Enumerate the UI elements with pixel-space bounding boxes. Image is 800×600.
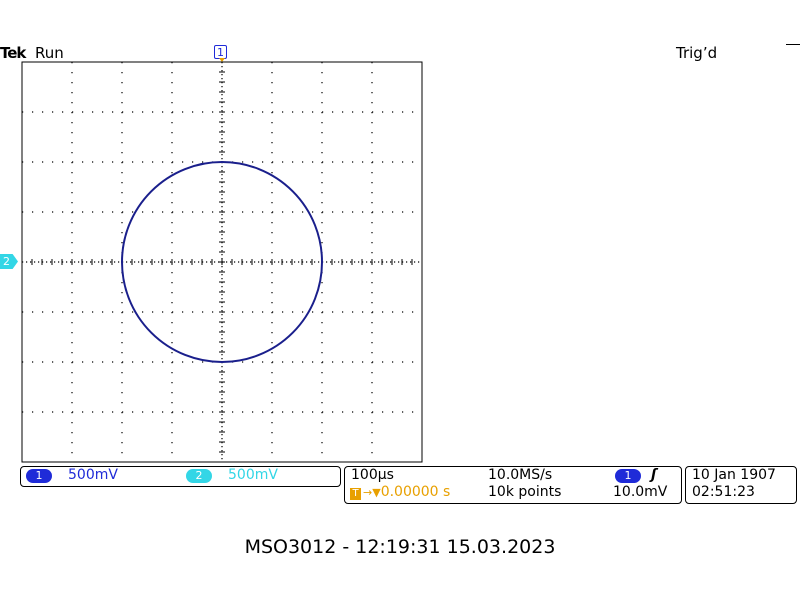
brand-logo: Tek	[0, 44, 26, 62]
channel-scale-panel: 1 500mV 2 500mV	[20, 466, 341, 487]
datetime-panel: 10 Jan 1907 02:51:23	[685, 466, 797, 504]
sample-rate: 10.0MS/s	[488, 467, 553, 483]
date-display: 10 Jan 1907	[692, 467, 776, 483]
xy-trace	[121, 161, 323, 363]
ch1-position-marker[interactable]: 1	[214, 45, 227, 59]
trigger-level-marker	[786, 44, 800, 45]
trigger-position: →▼0.00000 s	[363, 484, 451, 500]
time-display: 02:51:23	[692, 484, 755, 500]
ch2-badge[interactable]: 2	[186, 469, 212, 483]
ch1-scale: 500mV	[68, 467, 118, 483]
ch2-scale: 500mV	[228, 467, 278, 483]
record-length: 10k points	[488, 484, 562, 500]
rising-edge-icon: ʃ	[651, 467, 657, 483]
trigger-level: 10.0mV	[613, 484, 668, 500]
trigger-source-badge[interactable]: 1	[615, 469, 641, 483]
ch1-badge[interactable]: 1	[26, 469, 52, 483]
image-caption: MSO3012 - 12:19:31 15.03.2023	[244, 536, 556, 558]
ch2-position-marker[interactable]: 2	[0, 254, 18, 269]
timebase-scale: 100µs	[351, 467, 394, 483]
trigger-state: Trig’d	[676, 44, 718, 62]
waveform-display	[21, 61, 423, 463]
trigger-position-icon: T	[350, 488, 361, 500]
timebase-trigger-panel: 100µs 10.0MS/s T →▼0.00000 s 10k points …	[344, 466, 682, 504]
trigger-point-marker	[219, 58, 225, 62]
run-state: Run	[35, 44, 64, 62]
